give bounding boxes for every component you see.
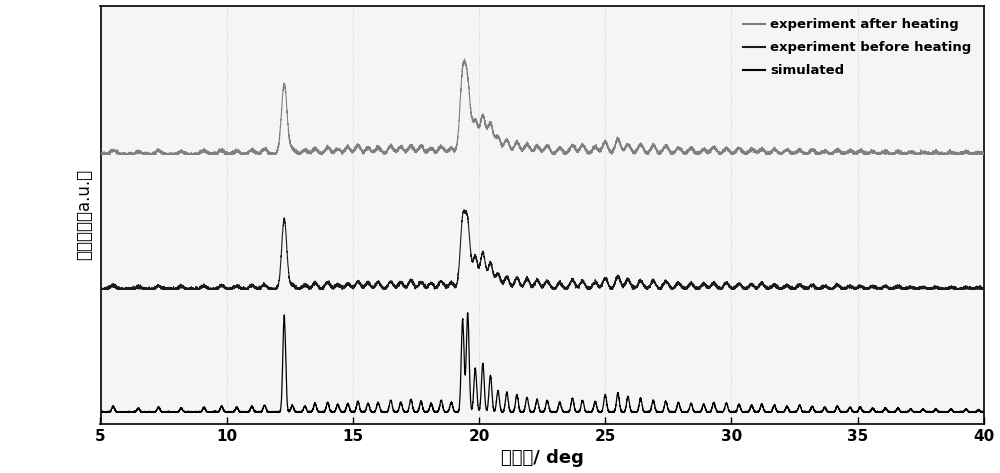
X-axis label: 衍射角/ deg: 衍射角/ deg: [501, 449, 584, 467]
Y-axis label: 相对强度（a.u.）: 相对强度（a.u.）: [76, 169, 94, 260]
Legend: experiment after heating, experiment before heating, simulated: experiment after heating, experiment bef…: [736, 12, 978, 83]
